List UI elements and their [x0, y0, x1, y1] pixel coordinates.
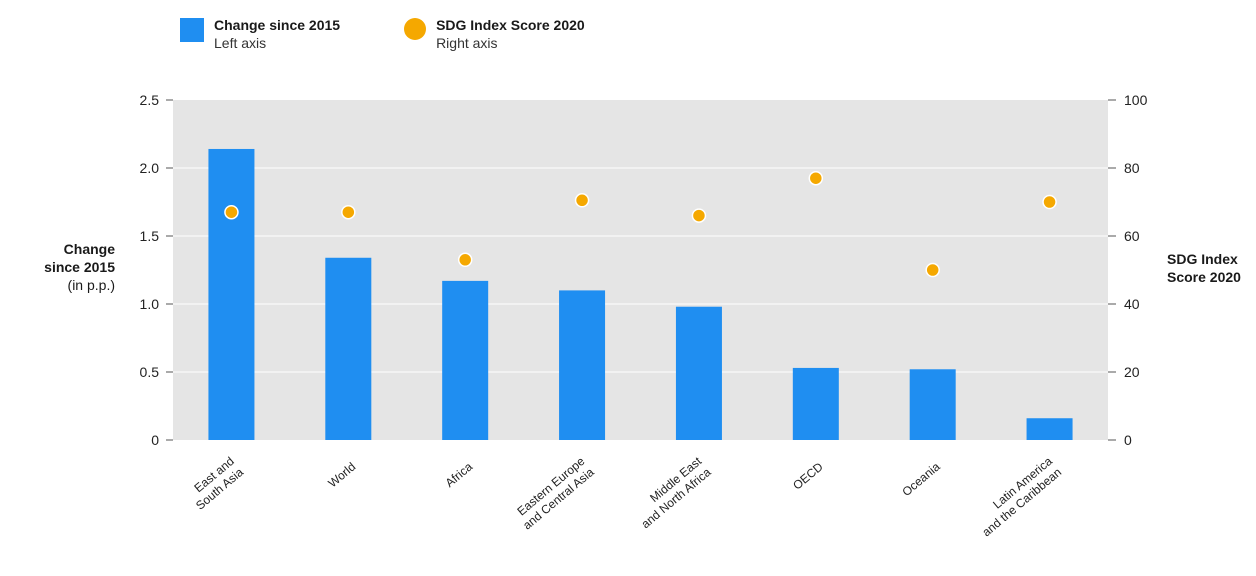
- legend: Change since 2015 Left axis SDG Index Sc…: [180, 16, 585, 52]
- y-axis-left-title: Change since 2015 (in p.p.): [0, 240, 115, 294]
- x-tick-label-0: East andSouth Asia: [184, 454, 246, 513]
- x-tick-label-7: Latin Americaand the Caribbean: [970, 454, 1064, 539]
- dot-1: [341, 204, 356, 220]
- y-axis-left-title-line2: since 2015: [44, 259, 115, 275]
- y-axis-right-title-line2: Score 2020: [1167, 269, 1241, 285]
- y-right-tick-label: 0: [1124, 432, 1132, 448]
- x-tick-label-4: Middle Eastand North Africa: [629, 454, 714, 531]
- dot-0: [224, 204, 239, 220]
- bar-5: [792, 367, 839, 440]
- bar-1: [325, 257, 372, 440]
- y-axis-left-title-line1: Change: [63, 241, 115, 257]
- x-tick-label-5: OECD: [790, 459, 826, 492]
- dot-3: [574, 193, 590, 208]
- dot-2: [457, 252, 473, 268]
- legend-bar-note: Left axis: [214, 35, 267, 51]
- bar-7: [1026, 418, 1073, 440]
- y-axis-right-title: SDG Index Score 2020: [1167, 250, 1241, 286]
- y-right-tick-label: 40: [1124, 296, 1140, 312]
- bar-6: [909, 369, 956, 440]
- legend-bar-name: Change since 2015: [214, 17, 341, 33]
- y-axis-right-title-line1: SDG Index: [1167, 251, 1238, 267]
- x-tick-label-line: World: [325, 460, 358, 491]
- y-left-tick-label: 1.0: [140, 296, 160, 312]
- y-left-tick-label: 2.5: [140, 92, 160, 108]
- bar-4: [675, 306, 722, 440]
- y-left-tick-label: 0: [151, 432, 159, 448]
- legend-dot-swatch: [404, 18, 427, 40]
- bar-2: [442, 280, 489, 440]
- y-left-tick-label: 1.5: [140, 228, 160, 244]
- y-right-tick-label: 100: [1124, 92, 1148, 108]
- legend-item-bar: Change since 2015 Left axis: [180, 16, 340, 52]
- x-tick-label-line: OECD: [790, 459, 826, 492]
- y-left-tick-label: 0.5: [140, 364, 160, 380]
- y-axis-left-title-line3: (in p.p.): [67, 277, 115, 293]
- legend-bar-swatch: [180, 18, 204, 42]
- y-right-tick-label: 60: [1124, 228, 1140, 244]
- legend-dot-note: Right axis: [436, 35, 498, 51]
- x-tick-label-line: Oceania: [899, 459, 942, 499]
- y-right-tick-label: 20: [1124, 364, 1140, 380]
- dot-7: [1042, 194, 1057, 210]
- x-tick-label-line: Africa: [443, 459, 476, 490]
- x-tick-label-1: World: [325, 460, 358, 491]
- dot-6: [925, 262, 940, 278]
- dot-4: [691, 208, 707, 223]
- y-right-tick-label: 80: [1124, 160, 1140, 176]
- dot-5: [808, 170, 824, 186]
- legend-dot-name: SDG Index Score 2020: [436, 17, 585, 33]
- y-left-tick-label: 2.0: [140, 160, 160, 176]
- x-tick-label-3: Eastern Europeand Central Asia: [511, 454, 597, 533]
- bar-0: [208, 148, 255, 440]
- bar-3: [559, 290, 606, 440]
- x-tick-label-6: Oceania: [899, 459, 942, 499]
- plot-background: [173, 100, 1108, 440]
- legend-item-dot: SDG Index Score 2020 Right axis: [404, 16, 585, 52]
- x-tick-label-2: Africa: [443, 459, 476, 490]
